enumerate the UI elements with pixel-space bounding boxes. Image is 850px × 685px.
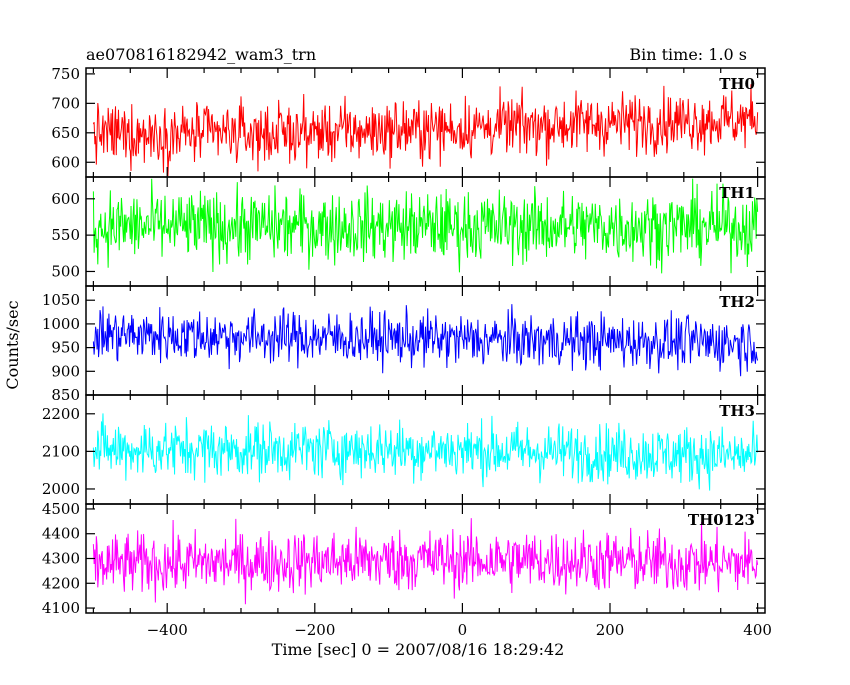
y-tick-label: 900 bbox=[51, 362, 80, 380]
x-axis-ticks: −400 −200 0 200 400 bbox=[92, 68, 772, 639]
x-tick-label: 400 bbox=[743, 621, 772, 639]
y-tick-label: 2200 bbox=[42, 405, 80, 423]
series-th2 bbox=[92, 304, 759, 377]
x-tick-label: 200 bbox=[596, 621, 625, 639]
chart-title: ae070816182942_wam3_trn bbox=[86, 45, 316, 64]
x-tick-label: 0 bbox=[458, 621, 468, 639]
panel-label: TH1 bbox=[719, 184, 755, 202]
series-th1 bbox=[92, 178, 759, 274]
y-tick-label: 4300 bbox=[42, 550, 80, 568]
y-tick-label: 1000 bbox=[42, 315, 80, 333]
y-tick-label: 950 bbox=[51, 339, 80, 357]
y-tick-label: 500 bbox=[51, 262, 80, 280]
series-th3 bbox=[92, 413, 759, 491]
panel-th0: 600 650 700 750 TH0 bbox=[51, 65, 766, 178]
y-tick-label: 4200 bbox=[42, 574, 80, 592]
series-th0123 bbox=[92, 518, 759, 605]
x-tick-label: −200 bbox=[294, 621, 335, 639]
y-tick-label: 850 bbox=[51, 386, 80, 404]
y-tick-label: 600 bbox=[51, 190, 80, 208]
y-axis-label: Counts/sec bbox=[3, 300, 22, 389]
panel-th3: 2000 2100 2200 TH3 bbox=[42, 394, 766, 505]
y-tick-label: 4500 bbox=[42, 500, 80, 518]
panel-th0123: 4100 4200 4300 4400 4500 TH0123 bbox=[42, 500, 766, 617]
x-tick-label: −400 bbox=[147, 621, 188, 639]
y-tick-label: 4100 bbox=[42, 599, 80, 617]
x-axis-label: Time [sec] 0 = 2007/08/16 18:29:42 bbox=[272, 640, 565, 659]
panel-label: TH0123 bbox=[688, 511, 755, 529]
y-tick-label: 550 bbox=[51, 226, 80, 244]
y-tick-label: 2000 bbox=[42, 480, 80, 498]
panel-stack: 600 650 700 750 TH0 500 550 600 TH1 850 900 950 1000… bbox=[42, 65, 766, 617]
y-tick-label: 1050 bbox=[42, 291, 80, 309]
y-tick-label: 2100 bbox=[42, 442, 80, 460]
series-th0 bbox=[92, 84, 759, 177]
panel-th2: 850 900 950 1000 1050 TH2 bbox=[42, 285, 766, 404]
panel-label: TH2 bbox=[719, 293, 755, 311]
bin-time-label: Bin time: 1.0 s bbox=[629, 45, 747, 64]
panel-th1: 500 550 600 TH1 bbox=[51, 176, 766, 287]
y-tick-label: 600 bbox=[51, 153, 80, 171]
y-tick-label: 700 bbox=[51, 94, 80, 112]
y-tick-label: 750 bbox=[51, 65, 80, 83]
panel-label: TH3 bbox=[719, 402, 755, 420]
y-tick-label: 4400 bbox=[42, 525, 80, 543]
panel-label: TH0 bbox=[719, 75, 755, 93]
y-tick-label: 650 bbox=[51, 124, 80, 142]
